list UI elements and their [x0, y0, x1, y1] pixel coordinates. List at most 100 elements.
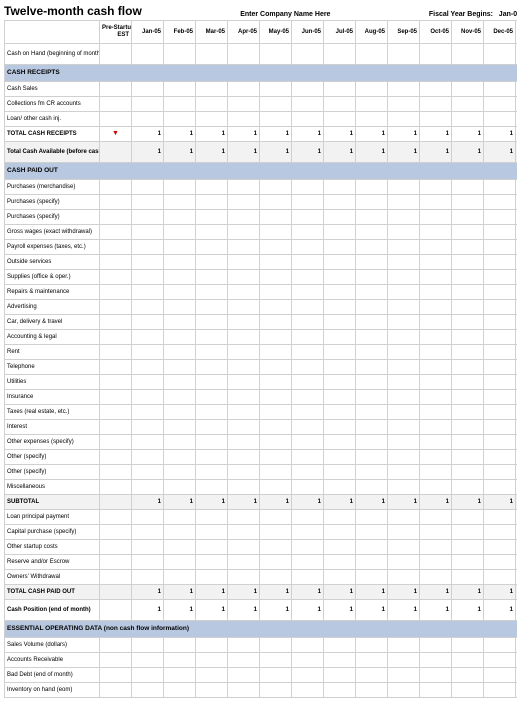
cell[interactable]	[132, 637, 164, 652]
cell[interactable]	[292, 329, 324, 344]
cell[interactable]	[228, 209, 260, 224]
cell[interactable]	[420, 479, 452, 494]
cell[interactable]	[388, 224, 420, 239]
cell[interactable]	[484, 479, 516, 494]
cell[interactable]: 1	[420, 494, 452, 509]
cell[interactable]	[164, 111, 196, 126]
table-row[interactable]: Purchases (merchandise)	[5, 179, 517, 194]
cell[interactable]	[164, 419, 196, 434]
cell[interactable]: 1	[132, 494, 164, 509]
cell[interactable]	[388, 194, 420, 209]
cell[interactable]	[100, 419, 132, 434]
cell[interactable]	[324, 194, 356, 209]
cell[interactable]	[164, 314, 196, 329]
cell[interactable]	[100, 359, 132, 374]
cell[interactable]	[292, 299, 324, 314]
cell[interactable]	[132, 419, 164, 434]
cell[interactable]	[132, 299, 164, 314]
cell[interactable]	[324, 554, 356, 569]
cell[interactable]	[132, 43, 164, 64]
cell[interactable]	[196, 284, 228, 299]
cell[interactable]	[292, 344, 324, 359]
cell[interactable]	[228, 179, 260, 194]
cell[interactable]	[420, 539, 452, 554]
cell[interactable]	[484, 652, 516, 667]
cell[interactable]	[420, 329, 452, 344]
cell[interactable]	[260, 359, 292, 374]
cell[interactable]	[388, 524, 420, 539]
cell[interactable]	[228, 554, 260, 569]
cell[interactable]	[164, 554, 196, 569]
cell[interactable]	[452, 224, 484, 239]
cell[interactable]	[228, 96, 260, 111]
cell[interactable]	[100, 584, 132, 599]
cell[interactable]	[484, 299, 516, 314]
cell[interactable]	[100, 479, 132, 494]
cell[interactable]	[452, 682, 484, 697]
cell[interactable]	[452, 637, 484, 652]
cell[interactable]	[260, 81, 292, 96]
cell[interactable]	[292, 539, 324, 554]
cell[interactable]	[260, 254, 292, 269]
cell[interactable]	[228, 524, 260, 539]
cell[interactable]: 1	[388, 126, 420, 141]
cell[interactable]	[324, 344, 356, 359]
cell[interactable]	[356, 404, 388, 419]
cell[interactable]	[196, 329, 228, 344]
cell[interactable]	[164, 667, 196, 682]
cell[interactable]	[356, 569, 388, 584]
cell[interactable]: 1	[260, 141, 292, 162]
cell[interactable]	[388, 209, 420, 224]
cell[interactable]	[356, 81, 388, 96]
cell[interactable]	[228, 329, 260, 344]
cell[interactable]	[228, 569, 260, 584]
cell[interactable]	[100, 81, 132, 96]
cell[interactable]: 1	[356, 494, 388, 509]
cell[interactable]	[324, 464, 356, 479]
cell[interactable]	[228, 539, 260, 554]
cell[interactable]: 1	[420, 126, 452, 141]
cell[interactable]	[388, 404, 420, 419]
cell[interactable]	[164, 209, 196, 224]
cell[interactable]	[228, 43, 260, 64]
cell[interactable]	[100, 209, 132, 224]
cell[interactable]	[452, 569, 484, 584]
cell[interactable]	[100, 239, 132, 254]
cell[interactable]	[484, 637, 516, 652]
cell[interactable]	[292, 314, 324, 329]
cell[interactable]	[132, 434, 164, 449]
cell[interactable]	[132, 329, 164, 344]
cell[interactable]	[260, 667, 292, 682]
cell[interactable]	[484, 374, 516, 389]
cell[interactable]	[228, 269, 260, 284]
cell[interactable]	[420, 194, 452, 209]
cell[interactable]	[196, 194, 228, 209]
cell[interactable]	[292, 389, 324, 404]
cell[interactable]	[100, 569, 132, 584]
cell[interactable]	[260, 449, 292, 464]
cell[interactable]	[420, 81, 452, 96]
cell[interactable]	[164, 434, 196, 449]
cell[interactable]	[484, 419, 516, 434]
cell[interactable]	[164, 652, 196, 667]
cell[interactable]	[420, 554, 452, 569]
cell[interactable]	[388, 509, 420, 524]
cell[interactable]	[452, 314, 484, 329]
cell[interactable]: 1	[324, 141, 356, 162]
cell[interactable]	[484, 404, 516, 419]
cell[interactable]	[292, 209, 324, 224]
cell[interactable]	[292, 569, 324, 584]
cell[interactable]	[100, 194, 132, 209]
cell[interactable]	[260, 269, 292, 284]
cell[interactable]	[164, 524, 196, 539]
cell[interactable]	[324, 224, 356, 239]
cell[interactable]	[164, 479, 196, 494]
cell[interactable]	[356, 239, 388, 254]
cell[interactable]	[164, 194, 196, 209]
cell[interactable]: 1	[324, 584, 356, 599]
cell[interactable]	[452, 509, 484, 524]
cell[interactable]: 1	[132, 599, 164, 620]
table-row[interactable]: Other startup costs	[5, 539, 517, 554]
cell[interactable]	[132, 359, 164, 374]
cell[interactable]	[388, 652, 420, 667]
